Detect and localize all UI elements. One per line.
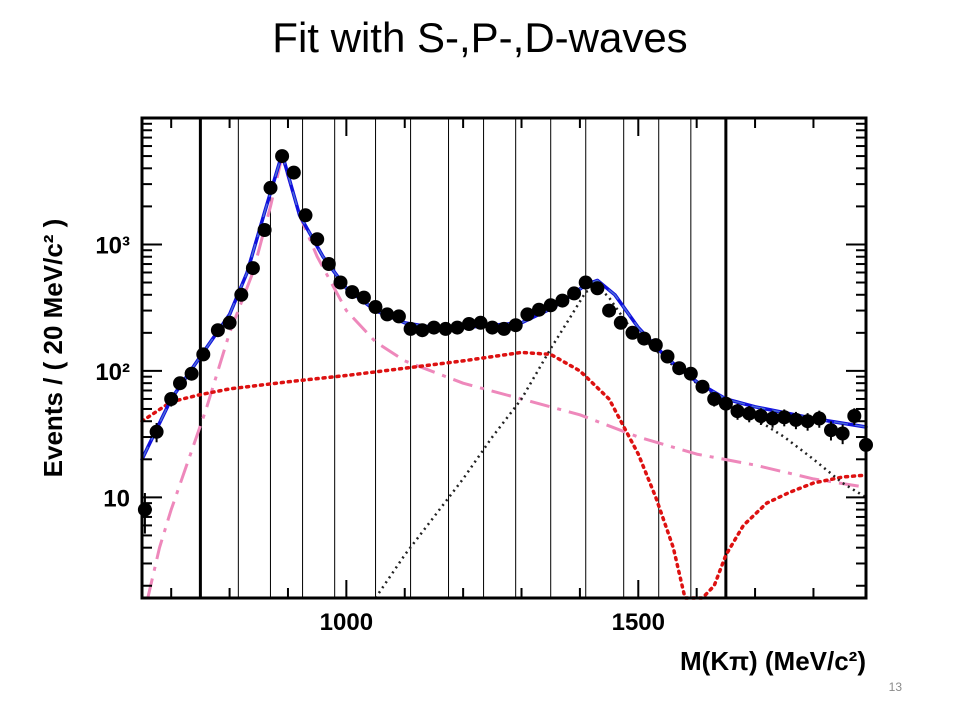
data-point	[660, 349, 675, 364]
data-point	[742, 406, 757, 421]
data-point	[321, 257, 336, 271]
data-point	[210, 323, 225, 338]
data-point	[403, 321, 418, 336]
data-point	[345, 285, 360, 300]
data-point	[555, 293, 570, 308]
data-point	[578, 275, 593, 290]
data-point	[298, 208, 313, 223]
axis-ticks	[142, 118, 866, 598]
data-point	[602, 303, 617, 318]
x-tick-label: 1500	[612, 609, 665, 636]
data-point	[613, 315, 628, 330]
data-point	[567, 286, 582, 301]
data-point	[707, 392, 722, 406]
data-point	[835, 426, 850, 441]
data-point	[788, 412, 803, 427]
data-point	[333, 275, 348, 290]
data-points	[137, 149, 873, 534]
data-point	[812, 411, 827, 426]
y-tick-label: 10²	[95, 359, 130, 386]
data-point	[368, 300, 383, 314]
data-point	[637, 331, 652, 346]
data-point	[473, 315, 488, 330]
data-point	[245, 261, 260, 276]
data-point	[222, 315, 237, 330]
data-point	[718, 396, 733, 411]
plot-frame	[140, 116, 868, 600]
data-point	[543, 298, 558, 313]
data-point	[800, 414, 815, 429]
data-point	[196, 347, 211, 362]
data-point	[625, 325, 640, 340]
data-point	[672, 361, 687, 376]
bin-boundaries	[198, 118, 728, 598]
data-point	[173, 376, 187, 391]
data-point	[695, 379, 710, 394]
slide-title: Fit with S-,P-,D-waves	[272, 14, 688, 61]
data-point	[532, 302, 546, 317]
x-tick-label: 1000	[320, 609, 373, 636]
data-point	[765, 411, 780, 426]
data-point	[462, 317, 476, 331]
fit-curves	[140, 151, 868, 600]
x-axis-label: M(Kπ) (MeV/c²)	[680, 646, 866, 676]
y-tick-label: 10	[103, 485, 130, 512]
data-point	[824, 423, 838, 438]
data-point	[438, 321, 453, 336]
slide-number: 13	[888, 680, 902, 694]
data-point	[356, 290, 371, 305]
data-point	[310, 232, 325, 247]
data-point	[648, 338, 663, 353]
data-point	[234, 287, 249, 302]
data-point	[753, 409, 768, 423]
y-axis-label: Events / ( 20 MeV/c² )	[38, 219, 68, 478]
data-point	[847, 409, 862, 423]
data-point	[263, 180, 278, 195]
data-point	[590, 281, 605, 296]
data-point	[184, 366, 199, 381]
s-wave-curve	[140, 350, 868, 600]
data-point	[164, 392, 179, 406]
data-point	[520, 307, 535, 322]
p-wave-curve	[146, 154, 867, 599]
data-point	[497, 321, 511, 336]
y-tick-label: 10³	[95, 232, 130, 259]
data-point	[777, 410, 792, 425]
data-point	[380, 307, 395, 322]
data-point	[149, 424, 164, 439]
data-point	[391, 309, 406, 324]
data-point	[683, 366, 698, 381]
data-point	[286, 165, 301, 180]
data-point	[257, 223, 272, 237]
tick-labels: 1000 1500 10 10² 10³	[95, 232, 665, 636]
data-point	[730, 404, 745, 419]
data-point	[415, 323, 430, 338]
data-point	[508, 318, 523, 333]
data-point	[426, 320, 441, 335]
data-point	[450, 320, 465, 335]
data-point	[485, 320, 500, 335]
data-point	[275, 149, 290, 164]
